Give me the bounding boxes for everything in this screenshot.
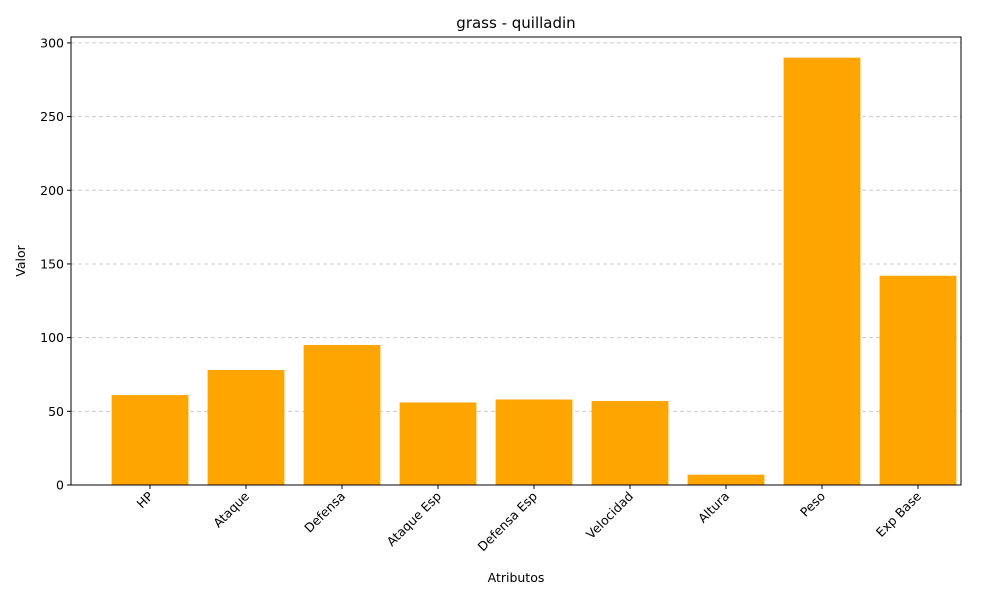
y-tick-label: 300 [40, 35, 64, 50]
x-tick-label: Exp Base [873, 488, 925, 540]
y-tick-label: 250 [40, 109, 64, 124]
x-tick-label: Ataque [210, 488, 252, 530]
bar-exp-base [879, 275, 957, 485]
bar-ataque [207, 370, 285, 485]
x-tick-label: HP [134, 488, 157, 511]
x-axis-ticks: HP Ataque Defensa Ataque Esp Defensa Esp Velo… [134, 485, 925, 554]
x-tick-label: Defensa [301, 489, 348, 536]
x-tick-label: Altura [695, 489, 732, 526]
bar-defensa [303, 345, 381, 485]
y-tick-label: 200 [40, 183, 64, 198]
y-tick-label: 50 [48, 404, 64, 419]
bar-altura [687, 474, 765, 485]
x-tick-label: Ataque Esp [383, 488, 444, 549]
bar-hp [111, 395, 189, 485]
plot-frame [70, 36, 962, 486]
bar-peso [783, 57, 861, 485]
y-axis-title: Valor [13, 244, 28, 276]
x-axis-title: Atributos [488, 570, 545, 585]
y-tick-label: 150 [40, 256, 64, 271]
bar-defensa-esp [495, 399, 573, 485]
x-tick-label: Velocidad [583, 489, 636, 542]
bars [111, 57, 957, 485]
y-axis-ticks: 0 50 100 150 200 250 300 [40, 35, 71, 493]
x-tick-label: Peso [797, 489, 828, 520]
x-tick-label: Defensa Esp [474, 488, 540, 554]
bar-velocidad [591, 401, 669, 485]
y-tick-label: 100 [40, 330, 64, 345]
y-tick-label: 0 [56, 478, 64, 493]
chart-title: grass - quilladin [456, 14, 575, 32]
bar-ataque-esp [399, 402, 477, 485]
